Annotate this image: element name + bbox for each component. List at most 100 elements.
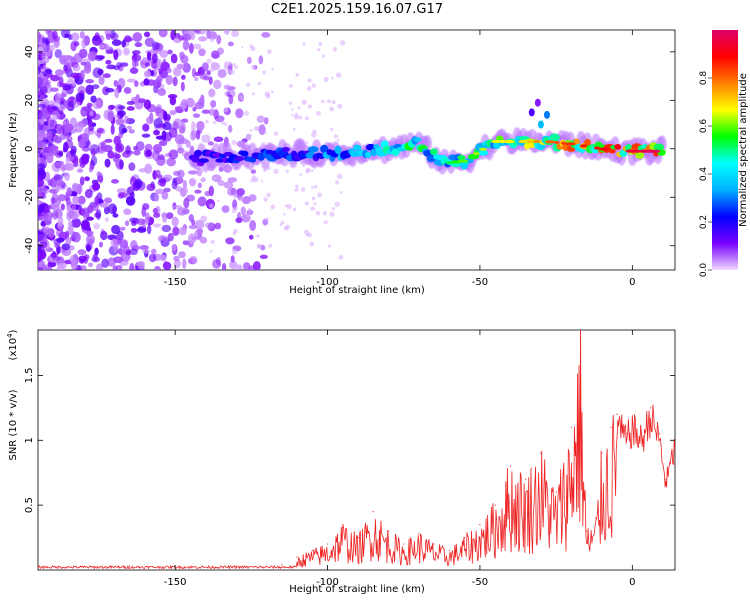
- spectrogram-noise-cell: [110, 124, 115, 135]
- spectrogram-noise-cell: [100, 230, 108, 241]
- spectrogram-noise-cell: [132, 32, 143, 42]
- spectrogram-noise-cell: [224, 91, 229, 96]
- spectrogram-peak-cell: [598, 147, 610, 151]
- spectrogram-noise-cell: [286, 203, 292, 210]
- spectrogram-noise-cell: [135, 141, 145, 151]
- spectrogram-noise-cell: [63, 65, 68, 72]
- spectrogram-peak-cell: [532, 139, 541, 144]
- spectrogram-noise-cell: [214, 115, 225, 123]
- spectrogram-noise-cell: [158, 140, 168, 147]
- spectrogram-noise-cell: [105, 87, 115, 93]
- spectrogram-noise-cell: [193, 43, 202, 50]
- spectrogram-noise-cell: [200, 94, 205, 104]
- spectrogram-noise-cell: [183, 197, 190, 209]
- snr-x-tick-label: -100: [316, 577, 339, 588]
- spectrogram-ridge-cell: [307, 146, 319, 153]
- spectrogram-noise-cell: [178, 125, 185, 134]
- spectrogram-noise-cell: [38, 163, 46, 170]
- spectrogram-noise-cell: [291, 113, 294, 117]
- spectrogram-noise-cell: [200, 177, 206, 183]
- spectrogram-noise-cell: [240, 46, 244, 49]
- spectrogram-noise-cell: [117, 105, 126, 110]
- spectrogram-noise-cell: [302, 164, 306, 168]
- spectrogram-noise-cell: [73, 157, 79, 168]
- spectrogram-noise-cell: [263, 131, 267, 135]
- spectrogram-branch-cell: [537, 120, 544, 129]
- spectrogram-noise-cell: [220, 120, 225, 125]
- spectrogram-noise-cell: [39, 107, 47, 113]
- spectrogram-noise-cell: [336, 173, 343, 180]
- spectrogram-noise-cell: [73, 41, 80, 47]
- spectrogram-noise-cell: [181, 118, 189, 123]
- spectrogram-noise-cell: [338, 254, 344, 260]
- spectrogram-noise-cell: [331, 76, 334, 80]
- spectrogram-noise-cell: [159, 49, 169, 58]
- spectrogram-noise-cell: [141, 133, 151, 138]
- spectrogram-noise-cell: [249, 220, 257, 231]
- spectrogram-noise-cell: [241, 196, 252, 205]
- spectrogram-noise-cell: [301, 99, 307, 105]
- spectrogram-noise-cell: [163, 187, 171, 193]
- spectrogram-noise-cell: [172, 66, 182, 77]
- spectrogram-noise-cell: [117, 192, 125, 199]
- spectrogram-noise-cell: [156, 58, 162, 68]
- spectrogram-noise-cell: [111, 224, 121, 235]
- spectrogram-noise-cell: [45, 79, 51, 86]
- spectrogram-noise-cell: [182, 240, 190, 246]
- spectrogram-noise-cell: [271, 67, 274, 71]
- spectrogram-noise-cell: [130, 227, 138, 233]
- spectrogram-noise-cell: [200, 215, 208, 223]
- spectrogram-noise-cell: [113, 135, 121, 146]
- spectrogram-noise-cell: [86, 216, 94, 221]
- spectrogram-noise-cell: [49, 177, 58, 188]
- snr-y-label: SNR (10 * v/v): [8, 389, 19, 460]
- spectrogram-noise-cell: [118, 247, 123, 255]
- snr-x-tick-label: 0: [629, 577, 635, 588]
- spectrogram-noise-cell: [88, 262, 94, 268]
- spectrogram-noise-cell: [227, 41, 234, 47]
- spectrogram-noise-cell: [310, 206, 315, 211]
- spectrogram-noise-cell: [119, 159, 124, 170]
- snr-data-point: [357, 536, 359, 539]
- spectrogram-ridge-cell: [320, 144, 329, 154]
- spectrogram-noise-cell: [217, 69, 227, 78]
- spectrogram-noise-cell: [173, 255, 180, 262]
- spectrogram-branch-cell: [534, 98, 541, 107]
- spectrogram-noise-cell: [315, 210, 321, 216]
- spectrogram-noise-cell: [254, 126, 260, 131]
- colorbar-tick-label: 0.0: [699, 263, 709, 278]
- snr-scale-label: (x104): [6, 329, 19, 360]
- spectrogram-noise-cell: [130, 240, 138, 251]
- spectrogram-noise-cell: [236, 188, 245, 196]
- spectrogram-noise-cell: [309, 241, 315, 247]
- spectrogram-noise-cell: [300, 187, 306, 192]
- snr-data-point: [601, 452, 603, 454]
- spectrogram-noise-cell: [61, 30, 71, 39]
- spectrogram-noise-cell: [71, 32, 80, 42]
- spectrogram-ridge-cell: [430, 148, 438, 156]
- spectrogram-noise-cell: [244, 142, 249, 146]
- spectrogram-noise-cell: [145, 149, 152, 157]
- spectrogram-peak-cell: [499, 139, 508, 144]
- spectrogram-noise-cell: [210, 239, 215, 244]
- spectrogram-noise-cell: [47, 261, 57, 268]
- spectrogram-noise-cell: [327, 99, 331, 104]
- spectrogram-noise-cell: [66, 135, 73, 142]
- spectrogram-noise-cell: [55, 179, 65, 187]
- spectrogram-noise-cell: [210, 100, 217, 108]
- snr-y-tick-label: 0.5: [24, 497, 35, 513]
- spectrogram-noise-cell: [162, 122, 172, 131]
- spectrogram-noise-cell: [131, 50, 141, 55]
- spectrogram-noise-cell: [98, 44, 105, 49]
- spectrogram-x-ticks: -150 -100 -50 0: [164, 30, 636, 288]
- spectrogram-noise-cell: [62, 85, 72, 91]
- spectrogram-noise-cell: [192, 106, 197, 112]
- spectrogram-x-tick-label: -50: [472, 277, 488, 288]
- spectrogram-peak-cell: [579, 144, 588, 148]
- spectrogram-noise-cell: [110, 179, 119, 184]
- spectrogram-noise-cell: [279, 223, 283, 227]
- spectrogram-noise-cell: [50, 252, 59, 258]
- spectrogram-noise-cell: [62, 120, 67, 126]
- spectrogram-noise-cell: [55, 69, 64, 77]
- spectrogram-noise-cell: [39, 85, 48, 95]
